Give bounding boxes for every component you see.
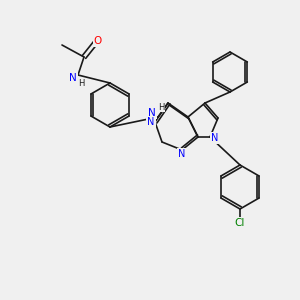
Text: N: N [148,108,156,118]
Text: N: N [211,133,219,143]
Text: H: H [158,103,164,112]
Text: H: H [78,80,84,88]
Text: O: O [94,36,102,46]
Text: Cl: Cl [235,218,245,228]
Text: N: N [178,149,186,159]
Text: N: N [147,117,155,127]
Text: N: N [69,73,77,83]
